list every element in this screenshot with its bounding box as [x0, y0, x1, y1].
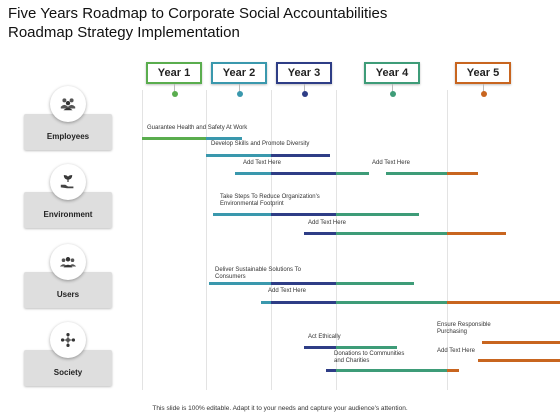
users-icon: [50, 244, 86, 280]
year-5-marker: Year 5: [455, 62, 511, 84]
task-bar-segment: [271, 301, 336, 304]
task-bar-segment: [303, 346, 336, 349]
year-2-marker: Year 2: [211, 62, 267, 84]
task-label: Act Ethically: [308, 334, 341, 340]
category-label: Environment: [43, 210, 93, 219]
year-stem: [239, 84, 240, 92]
task-label: Take Steps To Reduce Organization's Envi…: [220, 194, 320, 207]
year-stem: [174, 84, 175, 92]
category-employees: Employees: [24, 114, 112, 150]
year-stem: [304, 84, 305, 92]
task-bar-segment: [336, 369, 447, 372]
footer-note: This slide is 100% editable. Adapt it to…: [152, 405, 408, 412]
task-bar-segment: [336, 213, 420, 216]
task-label: Add Text Here: [372, 160, 410, 166]
task-bar-segment: [336, 346, 398, 349]
grid-line: [447, 90, 448, 390]
task-bar-segment: [261, 301, 271, 304]
task-bar-segment: [271, 172, 336, 175]
task-bar-segment: [525, 341, 560, 344]
task-label: Develop Skills and Promote Diversity: [211, 141, 310, 147]
page-title: Five Years Roadmap to Corporate Social A…: [8, 5, 388, 41]
year-stem: [392, 84, 393, 92]
year-4-marker: Year 4: [364, 62, 420, 84]
task-label: Add Text Here: [437, 348, 475, 354]
task-bar-segment: [447, 369, 459, 372]
year-dot: [390, 91, 396, 97]
task-bar-segment: [447, 232, 506, 235]
task-label: Add Text Here: [268, 288, 306, 294]
task-bar-segment: [336, 301, 447, 304]
task-bar-segment: [235, 172, 271, 175]
task-bar-segment: [482, 341, 525, 344]
grid-line: [142, 90, 143, 390]
year-dot: [172, 91, 178, 97]
task-label: Donations to Communities and Charities: [334, 351, 405, 364]
year-1-marker: Year 1: [146, 62, 202, 84]
task-bar-segment: [206, 137, 242, 140]
task-bar-segment: [212, 213, 271, 216]
year-dot: [237, 91, 243, 97]
task-bar-segment: [326, 369, 336, 372]
people-group-icon: [50, 86, 86, 122]
task-bar-segment: [385, 172, 447, 175]
task-bar-segment: [478, 359, 525, 362]
task-bar-segment: [336, 282, 414, 285]
task-bar-segment: [271, 213, 336, 216]
category-label: Employees: [46, 132, 90, 141]
year-stem: [483, 84, 484, 92]
society-icon: [50, 322, 86, 358]
task-label: Deliver Sustainable Solutions To Consume…: [215, 267, 301, 280]
task-bar-segment: [525, 359, 560, 362]
task-bar-segment: [525, 301, 560, 304]
task-bar-segment: [336, 232, 447, 235]
grid-line: [336, 90, 337, 390]
category-label: Society: [53, 368, 83, 377]
task-label: Guarantee Health and Safety At Work: [147, 125, 248, 131]
task-bar-segment: [142, 137, 206, 140]
task-bar-segment: [303, 232, 336, 235]
year-dot: [481, 91, 487, 97]
hand-plant-icon: [50, 164, 86, 200]
task-bar-segment: [206, 154, 271, 157]
task-bar-segment: [271, 282, 336, 285]
task-label: Add Text Here: [308, 220, 346, 226]
category-label: Users: [56, 290, 80, 299]
grid-line: [271, 90, 272, 390]
task-bar-segment: [336, 172, 370, 175]
year-3-marker: Year 3: [276, 62, 332, 84]
task-label: Ensure Responsible Purchasing: [437, 322, 491, 335]
task-bar-segment: [271, 154, 330, 157]
task-bar-segment: [209, 282, 271, 285]
task-label: Add Text Here: [243, 160, 281, 166]
year-dot: [302, 91, 308, 97]
task-bar-segment: [447, 301, 525, 304]
task-bar-segment: [447, 172, 479, 175]
grid-line: [206, 90, 207, 390]
